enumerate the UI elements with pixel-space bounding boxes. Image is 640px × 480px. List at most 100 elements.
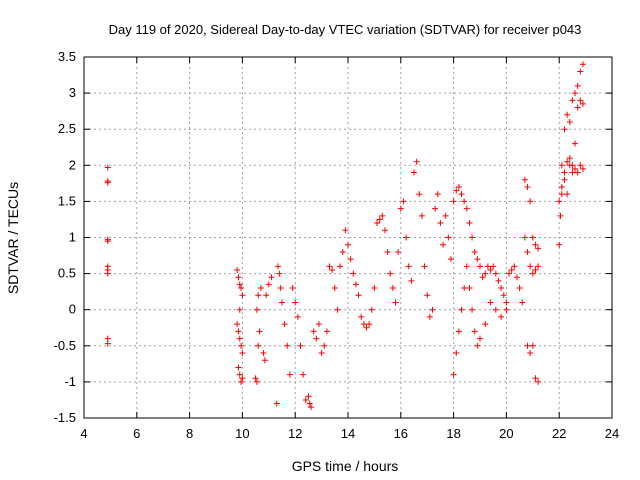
data-point [532,266,539,273]
data-point [376,216,383,223]
data-point [368,306,375,313]
data-point [416,191,423,198]
x-axis-label: GPS time / hours [292,458,399,474]
data-point [577,97,584,104]
y-tick-label: -0.5 [54,338,76,353]
x-tick-label: 20 [499,426,513,441]
data-point [286,371,293,378]
data-point [461,285,468,292]
data-point [347,256,354,263]
data-point [275,263,282,270]
x-tick-label: 10 [235,426,249,441]
y-tick-label: 0.5 [58,266,76,281]
data-point [104,270,111,277]
data-point [253,306,260,313]
data-point [387,270,394,277]
data-point [302,396,309,403]
data-point [558,162,565,169]
data-point [236,306,243,313]
data-point [474,342,481,349]
data-point [342,227,349,234]
data-point [234,321,241,328]
y-axis-label: SDTVAR / TECUs [5,182,21,294]
data-point [238,342,245,349]
data-point [252,375,259,382]
data-point [458,306,465,313]
data-point [234,266,241,273]
data-point [487,266,494,273]
data-point [235,328,242,335]
data-point [482,270,489,277]
data-point [339,248,346,255]
data-point [238,285,245,292]
data-point [294,313,301,320]
data-point [445,234,452,241]
data-point [579,61,586,68]
data-point [556,241,563,248]
x-tick-label: 8 [186,426,193,441]
data-point [263,292,270,299]
data-point [276,270,283,277]
data-point [558,183,565,190]
data-point [292,299,299,306]
data-point [572,90,579,97]
data-point [463,205,470,212]
data-point [257,285,264,292]
data-point [466,220,473,227]
data-point [389,285,396,292]
data-point [450,371,457,378]
data-point [527,263,534,270]
data-point [104,238,111,245]
data-point [440,241,447,248]
data-point [239,292,246,299]
data-point [255,342,262,349]
data-point [535,378,542,385]
data-point [532,241,539,248]
data-point [313,335,320,342]
data-point [461,198,468,205]
data-point [492,306,499,313]
points-layer [104,61,586,411]
data-point [381,227,388,234]
data-point [374,220,381,227]
data-point [397,205,404,212]
data-point [500,292,507,299]
data-point [450,198,457,205]
y-tick-label: 1 [69,230,76,245]
data-point [384,248,391,255]
data-point [326,263,333,270]
data-point [529,270,536,277]
y-tick-label: 2 [69,157,76,172]
data-point [535,263,542,270]
x-tick-label: 22 [552,426,566,441]
data-point [305,393,312,400]
data-point [289,285,296,292]
data-point [524,342,531,349]
data-point [458,191,465,198]
data-point [235,274,242,281]
data-point [379,212,386,219]
data-point [315,321,322,328]
chart-title: Day 119 of 2020, Sidereal Day-to-day VTE… [109,22,582,37]
data-point [482,321,489,328]
x-tick-label: 6 [133,426,140,441]
x-tick-label: 24 [605,426,619,441]
data-point [273,400,280,407]
data-point [104,178,111,185]
data-point [521,176,528,183]
data-point [529,234,536,241]
data-point [516,285,523,292]
data-point [469,234,476,241]
data-point [564,111,571,118]
tick-layer: 4 6 8 10 12 14 16 18 20 22 24 -1.5 -1 -0.5 0 0.5 1 1.5 2 2.… [54,49,620,441]
data-point [529,342,536,349]
data-point [318,350,325,357]
data-point [479,274,486,281]
data-point [236,371,243,378]
x-tick-label: 12 [288,426,302,441]
y-tick-label: 3 [69,85,76,100]
data-point [358,313,365,320]
data-point [490,263,497,270]
